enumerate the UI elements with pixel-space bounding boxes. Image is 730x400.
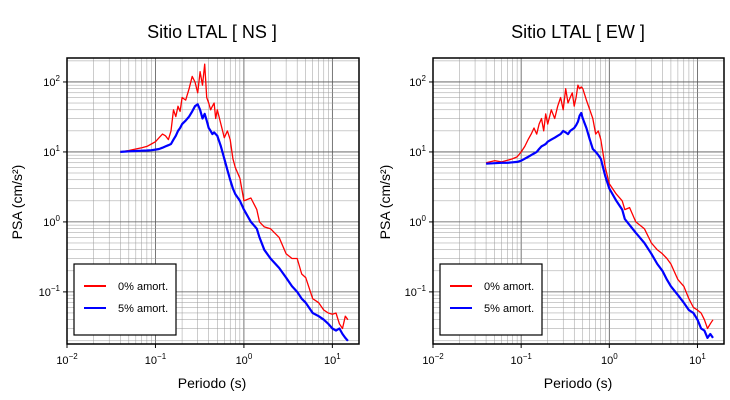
- series-lines: [485, 84, 714, 339]
- tick-labels: 10−2 10−1 100 101 10−1 100 101 102: [405, 74, 707, 367]
- y-tick-label: 10−1: [39, 284, 61, 299]
- x-axis-label: Periodo (s): [178, 375, 246, 391]
- y-tick-label: 100: [409, 214, 426, 229]
- legend-label-0: 0% amort.: [118, 281, 168, 293]
- chart-panel-ew: Sitio LTAL [ EW ] Periodo (s) PSA (cm/s²…: [377, 22, 725, 391]
- plot-frame: [432, 57, 725, 345]
- legend-label-1: 5% amort.: [484, 303, 534, 315]
- y-tick-label: 101: [409, 144, 426, 159]
- series-line-0: [120, 63, 349, 330]
- chart-title: Sitio LTAL [ NS ]: [147, 22, 277, 42]
- legend-label-0: 0% amort.: [484, 281, 534, 293]
- legend-box: [73, 263, 177, 336]
- series-line-1: [120, 103, 349, 342]
- x-tick-label: 10−2: [422, 352, 444, 367]
- plot-frame: [66, 57, 360, 345]
- x-tick-label: 101: [324, 352, 341, 367]
- y-tick-label: 10−1: [405, 284, 427, 299]
- legend-label-1: 5% amort.: [118, 303, 168, 315]
- y-tick-label: 102: [43, 74, 60, 89]
- chart-title: Sitio LTAL [ EW ]: [511, 22, 645, 42]
- series-lines: [120, 63, 349, 342]
- series-line-0: [485, 84, 714, 330]
- x-tick-label: 100: [236, 352, 253, 367]
- y-axis-label: PSA (cm/s²): [377, 165, 393, 240]
- y-tick-label: 100: [43, 214, 60, 229]
- legend: 0% amort. 5% amort.: [73, 263, 177, 336]
- y-tick-label: 102: [409, 74, 426, 89]
- y-axis-label: PSA (cm/s²): [9, 165, 25, 240]
- legend: 0% amort. 5% amort.: [439, 263, 543, 336]
- tick-labels: 10−2 10−1 100 101 10−1 100 101 102: [39, 74, 342, 367]
- x-tick-label: 100: [601, 352, 618, 367]
- y-tick-label: 101: [43, 144, 60, 159]
- x-tick-label: 10−1: [510, 352, 532, 367]
- x-tick-label: 10−1: [145, 352, 167, 367]
- x-tick-label: 10−2: [56, 352, 78, 367]
- chart-panel-ns: Sitio LTAL [ NS ] Periodo (s) PSA (cm/s²…: [9, 22, 360, 391]
- x-tick-label: 101: [689, 352, 706, 367]
- x-axis-label: Periodo (s): [544, 375, 612, 391]
- series-line-1: [486, 111, 714, 339]
- legend-box: [439, 263, 543, 336]
